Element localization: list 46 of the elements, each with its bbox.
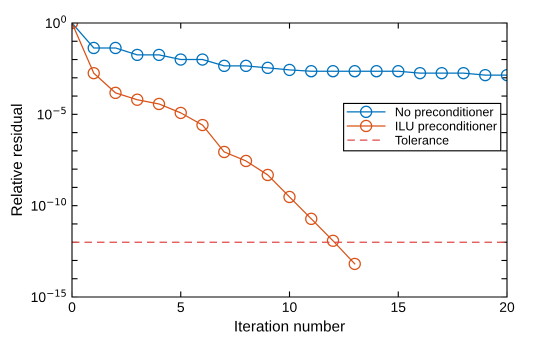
point <box>348 65 361 78</box>
legend-label: ILU preconditioner <box>396 121 497 133</box>
x-tick-label: 10 <box>282 302 297 312</box>
point <box>131 94 144 106</box>
point <box>174 106 187 120</box>
point <box>196 53 209 66</box>
point <box>457 66 470 80</box>
x-tick-label: 0 <box>68 302 76 312</box>
legend-label: Tolerance <box>395 135 449 145</box>
point <box>152 98 166 110</box>
point <box>326 234 340 247</box>
point <box>436 66 448 80</box>
x-tick-label: 15 <box>392 302 406 312</box>
point <box>392 65 404 78</box>
point <box>174 53 187 66</box>
point <box>131 48 144 62</box>
y-tick-label: 10$^{−10}$ <box>32 198 66 211</box>
point <box>196 118 209 132</box>
x-tick-label: 20 <box>500 302 514 312</box>
point <box>370 65 383 78</box>
point <box>88 42 100 54</box>
point <box>326 65 340 78</box>
legend-label: No preconditioner <box>396 107 494 119</box>
point <box>348 258 361 270</box>
point <box>283 190 296 204</box>
point <box>305 65 318 78</box>
point <box>240 60 252 72</box>
point <box>283 64 296 76</box>
point <box>305 212 318 226</box>
point <box>88 66 100 80</box>
point <box>109 42 122 54</box>
point <box>109 86 122 100</box>
point <box>262 168 274 182</box>
point <box>414 66 426 80</box>
x-tick-label: 5 <box>177 302 184 312</box>
point <box>262 62 274 74</box>
y-tick-label: 10$^{−15}$ <box>32 290 66 302</box>
point <box>218 146 230 158</box>
point <box>152 48 166 62</box>
point <box>218 60 230 72</box>
point <box>479 68 492 82</box>
x-axis-title: Iteration number <box>235 320 345 332</box>
y-tick-label: 10$^{0}$ <box>46 15 66 28</box>
y-tick-label: 10$^{−5}$ <box>38 106 66 120</box>
point <box>240 154 252 168</box>
y-axis-title: Relative residual <box>10 104 22 216</box>
